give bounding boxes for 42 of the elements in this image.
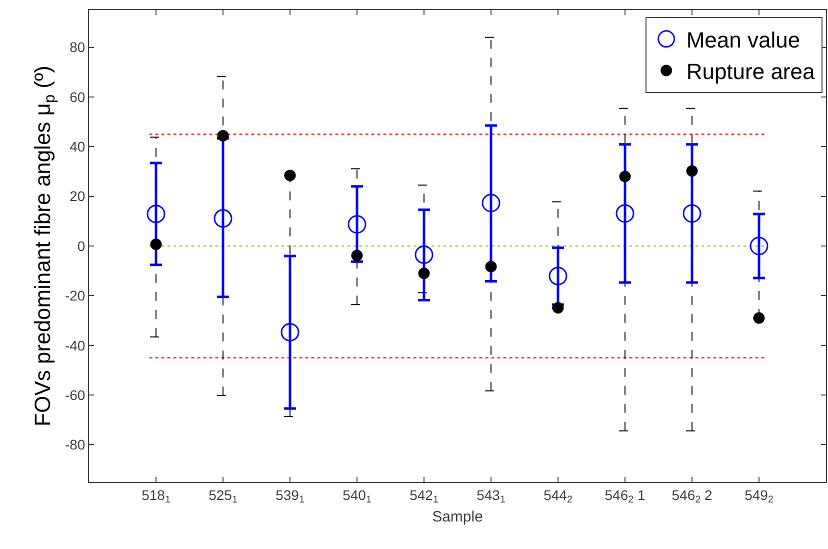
point	[750, 236, 768, 256]
x-tick-label: 518$_{1}$	[142, 486, 170, 506]
legend-label: Mean value	[686, 27, 800, 52]
point	[616, 204, 634, 223]
x-tick-label: 540$_{1}$	[342, 486, 372, 506]
x-tick-label: 544$_{2}$	[544, 486, 572, 506]
point	[418, 268, 430, 280]
x-tick-label: 543$_{1}$	[476, 486, 506, 506]
point	[482, 194, 500, 212]
point	[619, 170, 631, 182]
point	[552, 302, 564, 314]
y-tick-label: 20	[70, 188, 86, 204]
point	[414, 245, 434, 264]
x-tick-label: 525$_{1}$	[208, 486, 238, 506]
point	[280, 322, 300, 342]
y-tick-label: -20	[64, 288, 86, 304]
y-tick-label: -60	[64, 386, 86, 403]
point	[217, 130, 229, 142]
x-axis-title: Sample	[432, 508, 483, 526]
point	[682, 204, 702, 223]
point	[485, 260, 497, 272]
point	[146, 204, 166, 224]
x-tick-label: 549$_{2}$	[744, 486, 774, 506]
point	[686, 165, 698, 177]
y-tick-label: -40	[64, 337, 86, 354]
point	[351, 250, 363, 262]
point	[284, 170, 296, 182]
point	[548, 266, 568, 286]
legend-label: Rupture area	[686, 59, 816, 84]
point	[214, 209, 232, 228]
x-tick-label: 546$_{2}$ 2	[672, 486, 712, 506]
x-tick-label: 542$_{1}$	[410, 486, 438, 506]
point	[150, 238, 162, 250]
point	[753, 312, 765, 324]
x-tick-label: 539$_{1}$	[276, 486, 304, 506]
y-tick-label: 40	[70, 138, 86, 155]
y-tick-label: 60	[70, 88, 86, 105]
y-tick-label: 0	[77, 238, 86, 254]
x-tick-label: 546$_{2}$ 1	[604, 486, 646, 506]
y-tick-label: -80	[64, 436, 86, 453]
point	[348, 215, 366, 234]
y-tick-label: 80	[70, 39, 86, 56]
